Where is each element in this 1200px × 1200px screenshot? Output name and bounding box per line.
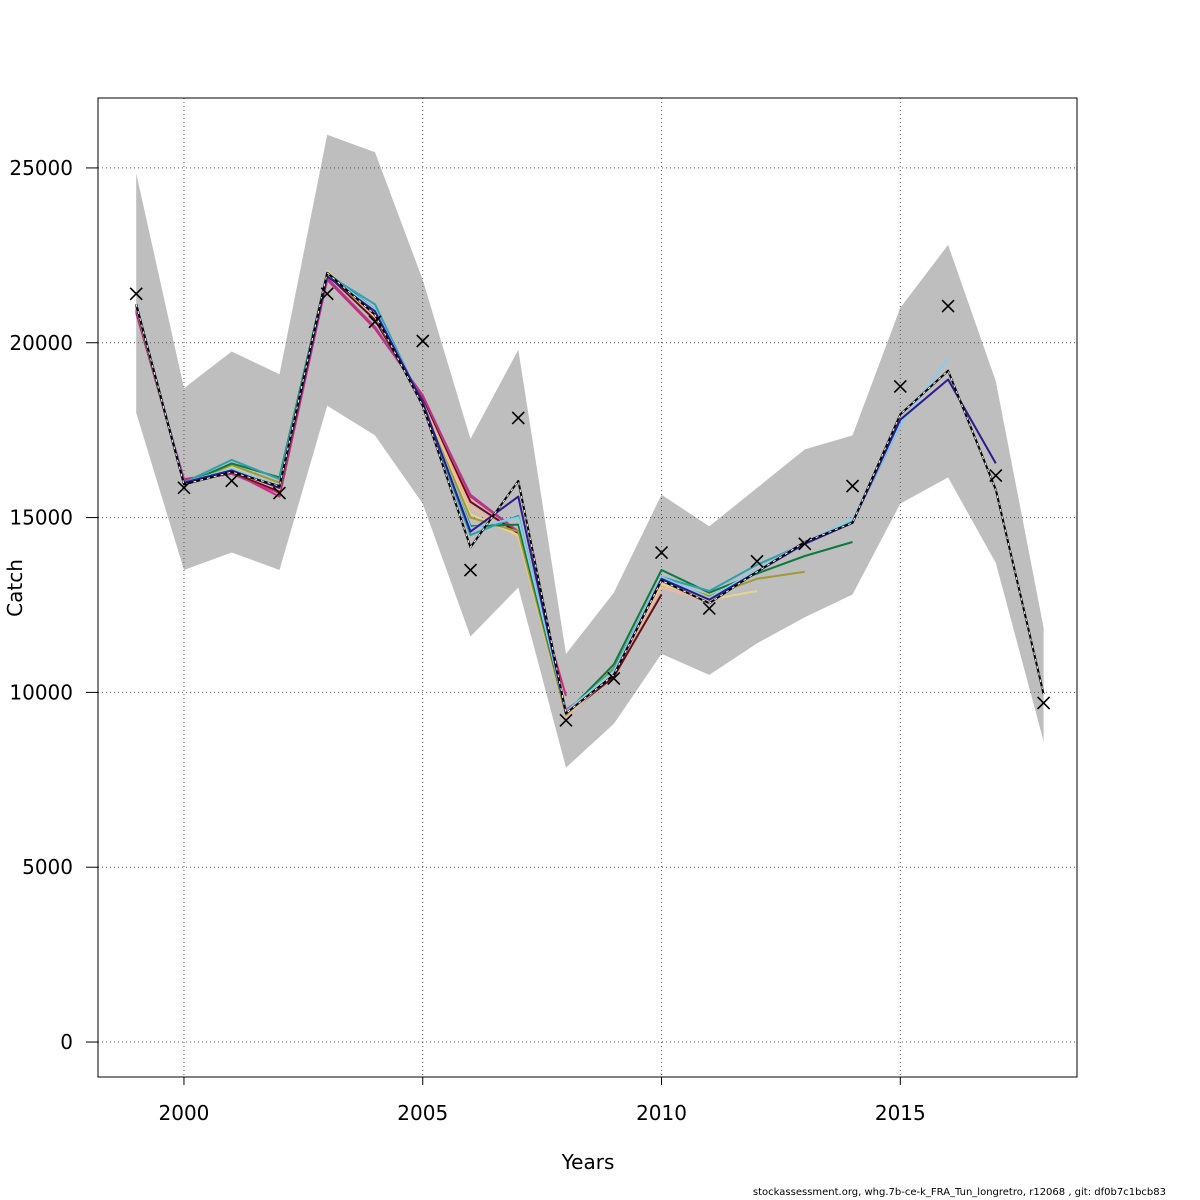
observed-point — [607, 671, 621, 685]
series-layer — [135, 270, 1045, 718]
series-line-2015 — [135, 273, 902, 715]
y-tick-label: 20000 — [9, 331, 73, 355]
confidence-band-layer — [136, 134, 1044, 768]
plot-frame — [97, 97, 1078, 1078]
observed-point — [368, 315, 382, 329]
observed-point — [463, 563, 478, 577]
observed-point — [129, 287, 143, 301]
observed-point — [416, 334, 430, 348]
x-tick-label: 2000 — [159, 1101, 210, 1125]
observed-point — [654, 545, 669, 560]
y-tick-label: 10000 — [9, 680, 73, 704]
observed-point — [941, 299, 955, 313]
observed-marker-layer — [129, 287, 1051, 727]
y-tick-label: 15000 — [9, 506, 73, 530]
observed-point — [798, 537, 812, 551]
observed-point — [750, 554, 764, 568]
observed-point — [320, 287, 334, 301]
observed-point — [845, 479, 860, 493]
observed-point — [1037, 696, 1051, 710]
x-axis-title: Years — [561, 1150, 615, 1174]
observed-point — [702, 601, 716, 616]
observed-point — [893, 379, 907, 394]
x-tick-label: 2015 — [875, 1101, 926, 1125]
y-axis-title: Catch — [3, 559, 27, 617]
observed-point — [989, 469, 1003, 483]
confidence-band — [136, 134, 1044, 768]
y-tick-label: 25000 — [9, 156, 73, 180]
observed-point — [511, 411, 525, 425]
observed-point — [559, 713, 573, 727]
x-tick-label: 2005 — [397, 1101, 448, 1125]
y-tick-label: 5000 — [22, 855, 73, 879]
series-line-2012 — [135, 270, 758, 717]
y-tick-label: 0 — [60, 1030, 73, 1054]
observed-point — [177, 481, 191, 495]
footer-attribution: stockassessment.org, whg.7b-ce-k_FRA_Tun… — [752, 1187, 1166, 1198]
axis-layer: 2000 2005 2010 2015 0 5000 10000 15000 20000 2500… — [9, 156, 925, 1125]
observed-point — [225, 474, 239, 488]
x-tick-label: 2010 — [636, 1101, 687, 1125]
series-line-dash-2018 — [135, 271, 1045, 715]
observed-point — [272, 486, 287, 500]
